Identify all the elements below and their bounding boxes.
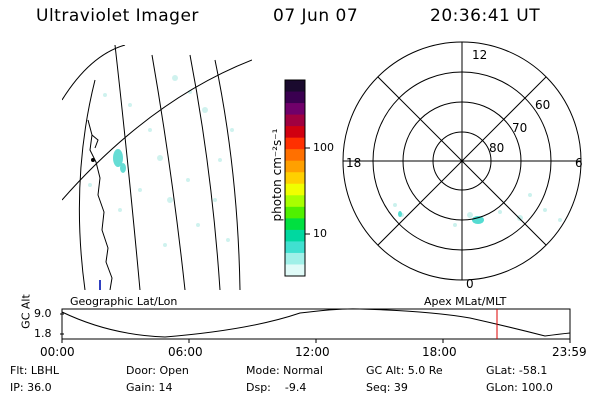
polar-plot [342,41,582,281]
colorbar-segment [285,137,305,150]
colorbar-segment [285,241,305,254]
emission-speckles [88,75,234,247]
colorbar-segment [285,149,305,162]
info-glat: GLat: -58.1 [486,364,548,377]
colorbar-segment [285,160,305,173]
colorbar-segment [285,80,305,93]
date-label: 07 Jun 07 [273,6,359,26]
colorbar-segment [285,126,305,139]
info-flt: Flt: LBHL [10,364,59,377]
instrument-title: Ultraviolet Imager [36,6,199,26]
timeline-xtick-4: 23:59 [552,345,587,359]
colorbar-segment [285,103,305,116]
colorbar-segment [285,114,305,127]
colorbar-segment [285,172,305,185]
info-seq: Seq: 39 [366,381,408,394]
mlt-label-6: 6 [575,156,583,170]
altitude-timeline [60,308,571,343]
colorbar-segment [285,264,305,277]
time-label: 20:36:41 UT [430,6,541,26]
info-gc-alt: GC Alt: 5.0 Re [366,364,443,377]
colorbar-segment [285,183,305,196]
colorbar-tick-100: 100 [313,141,334,154]
info-glon: GLon: 100.0 [486,381,553,394]
mlt-label-18: 18 [346,156,362,170]
colorbar-segment [285,206,305,219]
timeline-ytick-high: 9.0 [34,307,52,320]
colorbar-segment [285,91,305,104]
info-dsp: Dsp: -9.4 [246,381,307,394]
lat-label-80: 80 [489,141,505,155]
timeline-xtick-3: 18:00 [422,345,457,359]
timeline-xtick-2: 12:00 [295,345,330,359]
colorbar-segment [285,195,305,208]
colorbar-segment [285,218,305,231]
info-gain: Gain: 14 [126,381,173,394]
colorbar [285,80,305,277]
geographic-panel-label: Geographic Lat/Lon [70,295,178,308]
mlt-label-12: 12 [472,48,488,62]
timeline-xtick-0: 00:00 [40,345,75,359]
emission-bright [113,149,126,173]
colorbar-tick-10: 10 [313,227,327,240]
lat-label-60: 60 [535,98,551,112]
info-ip: IP: 36.0 [10,381,52,394]
colorbar-segment [285,252,305,265]
timeline-ytick-low: 1.8 [34,327,52,340]
apex-panel-label: Apex MLat/MLT [424,295,507,308]
timeline-xtick-1: 06:00 [168,345,203,359]
lat-label-70: 70 [512,121,528,135]
mlt-label-0: 0 [466,277,474,291]
colorbar-unit-label: photon cm⁻²s⁻¹ [270,128,284,222]
colorbar-segment [285,229,305,242]
geographic-grid [62,45,252,290]
timeline-ylabel: GC Alt [19,294,33,329]
info-door: Door: Open [126,364,189,377]
info-mode: Mode: Normal [246,364,323,377]
